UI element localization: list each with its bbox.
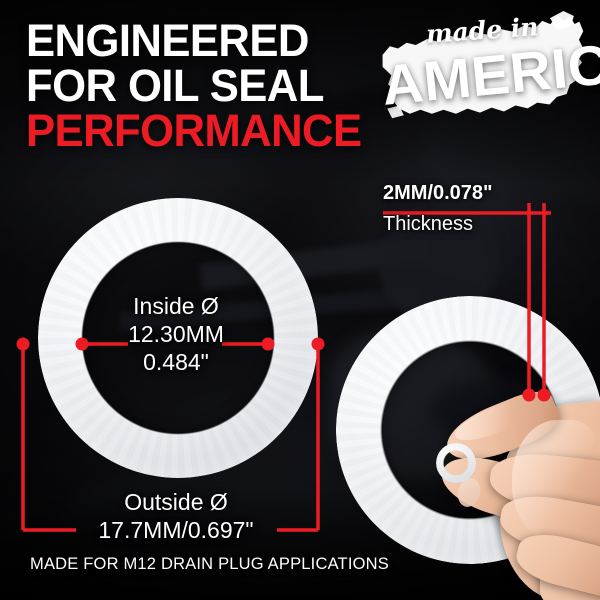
inside-diameter-label: Inside Ø 12.30MM 0.484" xyxy=(96,292,256,376)
inside-diameter-imperial: 0.484" xyxy=(143,349,209,375)
usa-map-icon xyxy=(382,10,584,119)
footer-caption: MADE FOR M12 DRAIN PLUG APPLICATIONS xyxy=(30,555,389,573)
headline: ENGINEERED FOR OIL SEAL PERFORMANCE xyxy=(26,18,372,153)
made-in-america-badge: made in AMERICA xyxy=(378,8,600,126)
outside-diameter-label: Outside Ø 17.7MM/0.697" xyxy=(78,488,274,544)
headline-line-1: ENGINEERED xyxy=(26,15,309,66)
thickness-label: 2MM/0.078" Thickness xyxy=(383,178,493,240)
headline-line-3: PERFORMANCE xyxy=(26,105,362,156)
washer-small-face xyxy=(436,443,476,483)
inside-diameter-caption: Inside Ø xyxy=(133,293,219,319)
outside-diameter-caption: Outside Ø xyxy=(124,489,228,515)
headline-line-2: FOR OIL SEAL xyxy=(26,60,324,111)
washer-small-held xyxy=(436,443,476,483)
hand-highlight xyxy=(512,420,600,540)
thickness-value: 2MM/0.078" xyxy=(383,182,493,204)
thickness-caption: Thickness xyxy=(383,213,474,235)
outside-diameter-value: 17.7MM/0.697" xyxy=(98,517,254,543)
inside-diameter-metric: 12.30MM xyxy=(128,321,224,347)
